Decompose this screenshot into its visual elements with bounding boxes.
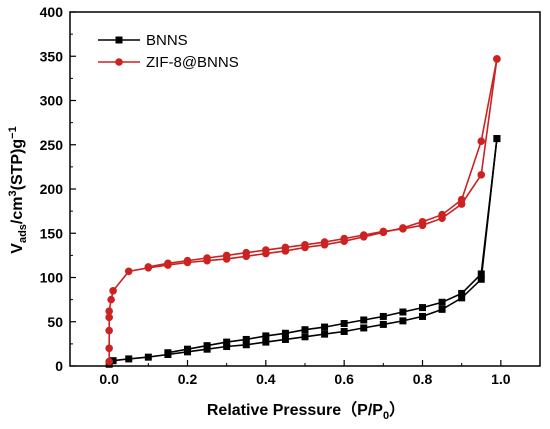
bnns-point	[203, 345, 211, 353]
y-tick-label: 150	[40, 225, 64, 241]
bnns-point	[438, 305, 446, 313]
bnns-point	[419, 304, 426, 312]
bnns-point	[360, 316, 368, 324]
legend-marker-bnns	[115, 36, 123, 44]
zif-8-bnns-point	[105, 313, 113, 322]
zif-8-bnns-point	[124, 267, 133, 276]
zif-8-bnns-point	[109, 286, 117, 295]
zif-8-bnns-point	[359, 231, 368, 239]
bnns-point	[242, 335, 250, 343]
bnns-point	[203, 342, 211, 350]
bnns-point	[164, 349, 172, 357]
y-tick-label: 350	[40, 48, 64, 64]
bnns-point	[144, 353, 152, 361]
bnns-point	[458, 294, 466, 302]
legend: BNNS ZIF-8@BNNS	[98, 32, 239, 71]
plot-area	[69, 11, 541, 367]
bnns-point	[223, 338, 231, 346]
zif-8-bnns-adsorption-line	[108, 58, 498, 362]
zif-8-bnns-point	[457, 200, 466, 208]
bnns-point	[321, 330, 329, 338]
y-tick-label: 0	[55, 358, 63, 374]
x-tick-label: 0.6	[334, 371, 354, 387]
x-tick-label: 0.0	[99, 371, 119, 387]
bnns-point	[360, 324, 368, 332]
y-axis-title: Vads/cm3(STP)g−1	[7, 126, 29, 253]
bnns-point	[458, 289, 466, 297]
bnns-point	[493, 135, 501, 143]
bnns-point	[321, 323, 329, 331]
y-tick-label: 400	[40, 4, 64, 20]
bnns-point	[379, 312, 387, 320]
bnns-point	[477, 275, 485, 283]
x-tick-label: 0.8	[413, 371, 433, 387]
bnns-point	[399, 317, 407, 325]
bnns-point	[301, 333, 309, 341]
x-axis-title: Relative Pressure（P/P0）	[207, 401, 405, 422]
bnns-point	[379, 320, 387, 328]
zif-8-bnns-point	[281, 243, 290, 252]
bnns-point	[438, 298, 446, 306]
zif-8-bnns-point	[438, 214, 446, 223]
zif-8-bnns-point	[301, 240, 309, 249]
zif-8-bnns-point	[477, 137, 486, 146]
legend-label-bnns: BNNS	[146, 32, 188, 49]
bnns-point	[281, 329, 289, 337]
bnns-point	[262, 332, 270, 340]
zif-8-bnns-point	[105, 307, 113, 315]
bnns-point	[340, 327, 348, 335]
y-tick-label: 100	[40, 270, 64, 286]
zif-8-bnns-point	[242, 248, 251, 257]
zif-8-bnns-point	[262, 246, 270, 254]
bnns-point	[109, 357, 117, 365]
zif-8-bnns-desorption-line	[148, 58, 498, 268]
bnns-point	[223, 343, 231, 351]
plot-frame	[69, 11, 541, 367]
bnns-point	[125, 355, 133, 363]
bnns-point	[184, 345, 191, 353]
zif-8-bnns-point	[107, 295, 115, 304]
zif-8-bnns-point	[183, 256, 192, 265]
bnns-point	[262, 338, 270, 346]
axis-ticks: 0.0 0.2 0.4 0.6 0.8 1.0 0 50 100 150 200 250 300 350 4…	[40, 4, 541, 387]
bnns-point	[301, 326, 309, 334]
zif-8-bnns-point	[164, 259, 172, 268]
y-tick-label: 250	[40, 137, 64, 153]
bnns-point	[399, 308, 407, 316]
x-tick-label: 0.4	[256, 371, 276, 387]
zif-8-bnns-point	[340, 234, 348, 243]
bnns-point	[477, 270, 485, 278]
zif-8-bnns-point	[493, 55, 501, 63]
zif-8-bnns-point	[105, 344, 113, 353]
bnns-point	[419, 312, 426, 320]
y-tick-label: 300	[40, 93, 64, 109]
zif-8-bnns-point	[144, 263, 153, 271]
bnns-point	[242, 341, 250, 349]
zif-8-bnns-point	[105, 326, 113, 335]
zif-8-bnns-point	[203, 254, 211, 262]
bnns-desorption-line	[167, 138, 498, 354]
x-tick-label: 1.0	[491, 371, 511, 387]
bnns-adsorption-line	[108, 138, 498, 365]
series-layer	[105, 55, 501, 368]
zif-8-bnns-point	[399, 225, 407, 233]
bnns-point	[340, 320, 348, 328]
x-tick-label: 0.2	[178, 371, 198, 387]
bnns-point	[281, 335, 289, 343]
zif-8-bnns-point	[222, 251, 231, 260]
zif-8-bnns-point	[418, 221, 427, 230]
zif-8-bnns-point	[477, 171, 486, 179]
y-tick-label: 200	[40, 181, 64, 197]
zif-8-bnns-point	[320, 238, 329, 246]
legend-marker-zif-8-bnns	[115, 58, 123, 66]
zif-8-bnns-point	[379, 227, 388, 236]
zif-8-bnns-point	[105, 357, 113, 366]
y-tick-label: 50	[47, 314, 63, 330]
legend-label-zif-8-bnns: ZIF-8@BNNS	[146, 54, 239, 71]
